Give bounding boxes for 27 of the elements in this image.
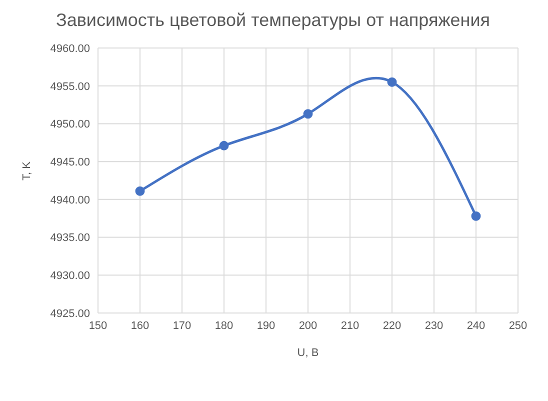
point <box>471 211 481 221</box>
point <box>135 186 145 196</box>
y-tick-label: 4940.00 <box>50 194 90 206</box>
x-tick-label: 200 <box>298 320 318 332</box>
y-tick-label: 4925.00 <box>50 308 90 320</box>
y-tick-label: 4935.00 <box>50 232 90 244</box>
point <box>303 109 313 119</box>
point <box>219 140 229 150</box>
y-axis-title: T, K <box>20 160 33 180</box>
y-tick-label: 4945.00 <box>50 156 90 168</box>
x-tick-label: 240 <box>466 320 486 332</box>
x-tick-label: 210 <box>340 320 360 332</box>
x-tick-label: 230 <box>424 320 444 332</box>
x-tick-label: 150 <box>88 320 108 332</box>
x-tick-label: 160 <box>130 320 150 332</box>
point <box>387 77 397 87</box>
x-tick-label: 170 <box>172 320 192 332</box>
y-tick-label: 4950.00 <box>50 118 90 131</box>
x-tick-label: 220 <box>382 320 402 332</box>
x-tick-label: 180 <box>214 320 234 332</box>
y-tick-label: 4960.00 <box>50 42 90 55</box>
x-tick-label: 190 <box>256 320 276 332</box>
y-tick-label: 4930.00 <box>50 270 90 282</box>
x-tick-label: 250 <box>508 320 528 332</box>
chart-title: Зависимость цветовой температуры от напряжения <box>54 10 492 31</box>
y-tick-label: 4955.00 <box>50 80 90 93</box>
x-axis-title: U, B <box>297 347 319 359</box>
